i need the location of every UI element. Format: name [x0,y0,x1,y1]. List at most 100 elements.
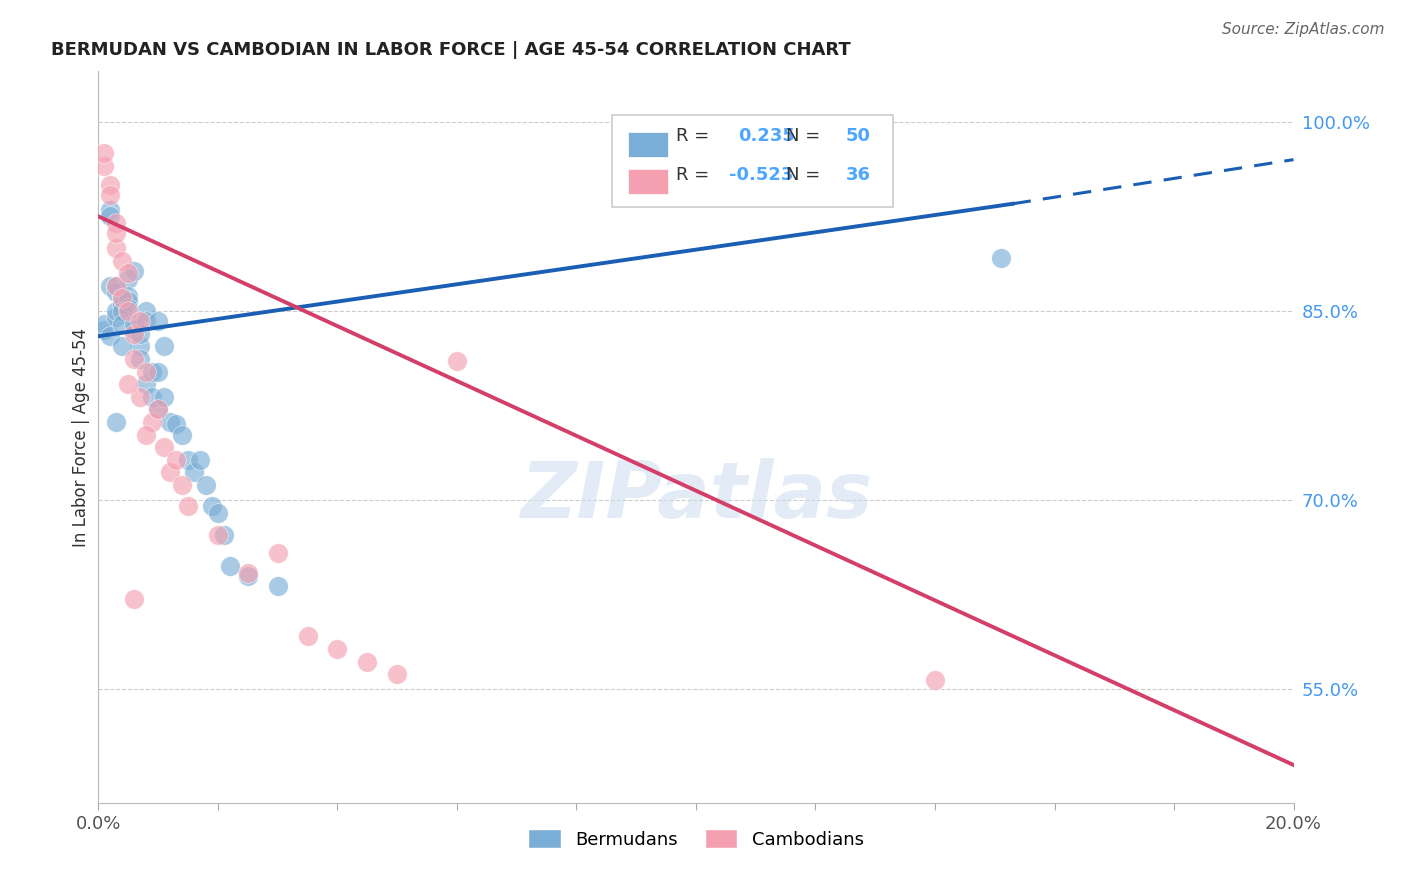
Point [105,310,128,325]
Point [129,326,152,341]
Point [135,427,157,442]
Point [98,188,122,202]
Point [172,427,194,442]
Point [105,278,128,293]
Point [117,377,139,392]
Point [207,506,229,520]
Point [159,466,181,480]
Point [201,500,224,514]
Point [124,326,146,341]
Point [111,291,134,305]
Point [141,390,163,404]
Point [111,317,134,331]
Point [153,440,176,454]
Point [111,304,134,318]
Point [124,263,146,277]
Point [219,558,242,573]
Point [93,317,115,331]
Point [98,210,122,224]
Point [124,323,146,337]
FancyBboxPatch shape [628,132,668,157]
Text: 0.235: 0.235 [738,127,794,145]
Point [98,329,122,343]
Point [111,253,134,268]
Point [141,415,163,429]
Point [111,291,134,305]
Point [183,466,205,480]
Point [148,364,170,378]
Point [117,272,139,286]
Point [177,500,200,514]
Point [165,452,187,467]
Point [135,364,157,378]
Legend: Bermudans, Cambodians: Bermudans, Cambodians [522,822,870,856]
Point [93,323,115,337]
Text: N =: N = [786,127,825,145]
Point [117,293,139,308]
Point [446,354,468,368]
Point [172,478,194,492]
Point [135,314,157,328]
Point [135,304,157,318]
Text: Source: ZipAtlas.com: Source: ZipAtlas.com [1222,22,1385,37]
Point [105,216,128,230]
Point [105,226,128,240]
Point [236,569,259,583]
Text: 50: 50 [845,127,870,145]
Text: BERMUDAN VS CAMBODIAN IN LABOR FORCE | AGE 45-54 CORRELATION CHART: BERMUDAN VS CAMBODIAN IN LABOR FORCE | A… [51,41,851,59]
Point [297,629,319,643]
Point [188,452,211,467]
Point [105,415,128,429]
Point [141,364,163,378]
Text: ZIPatlas: ZIPatlas [520,458,872,533]
Point [105,304,128,318]
FancyBboxPatch shape [613,115,893,207]
FancyBboxPatch shape [628,169,668,194]
Point [124,351,146,366]
Point [117,266,139,280]
Point [124,591,146,606]
Point [129,339,152,353]
Point [124,317,146,331]
Point [267,579,290,593]
Point [153,390,176,404]
Point [212,528,235,542]
Point [135,377,157,392]
Point [105,241,128,255]
Text: N =: N = [786,166,825,185]
Point [117,301,139,316]
Point [148,402,170,417]
Point [159,415,181,429]
Point [93,146,115,161]
Point [990,251,1012,265]
Point [924,673,946,688]
Point [117,304,139,318]
Text: -0.523: -0.523 [730,166,794,185]
Text: R =: R = [676,127,714,145]
Point [105,285,128,299]
Point [111,298,134,312]
Point [111,339,134,353]
Point [267,546,290,560]
Point [129,351,152,366]
Y-axis label: In Labor Force | Age 45-54: In Labor Force | Age 45-54 [72,327,90,547]
Point [98,278,122,293]
Point [195,478,218,492]
Point [153,339,176,353]
Point [105,278,128,293]
Point [98,203,122,218]
Point [148,402,170,417]
Point [117,289,139,303]
Point [236,566,259,581]
Text: 36: 36 [845,166,870,185]
Point [129,390,152,404]
Point [356,655,378,669]
Point [93,159,115,173]
Point [385,667,409,681]
Point [326,642,349,657]
Point [177,452,200,467]
Point [98,178,122,192]
Text: R =: R = [676,166,714,185]
Point [129,314,152,328]
Point [165,417,187,432]
